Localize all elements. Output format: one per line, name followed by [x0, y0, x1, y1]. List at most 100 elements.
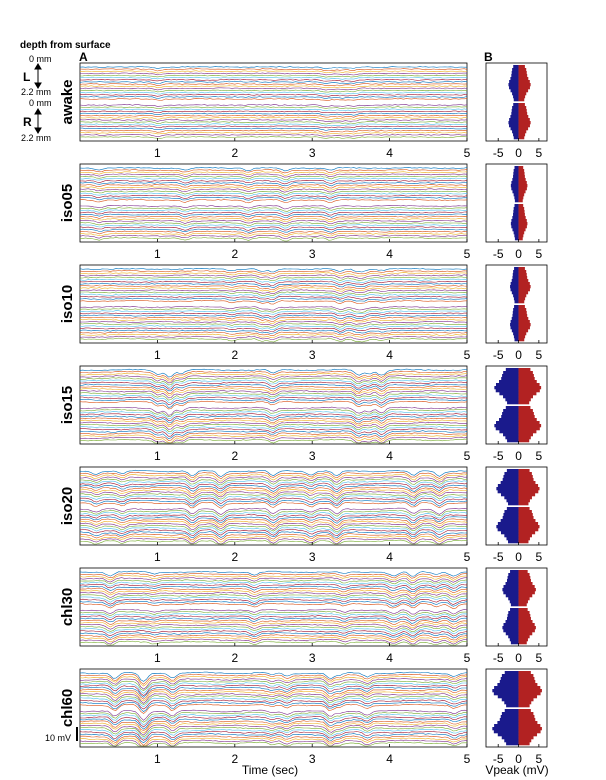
vpeak-bar-left: [506, 537, 519, 541]
vpeak-tick-label: 5: [536, 449, 543, 463]
vpeak-bar-right: [518, 730, 541, 734]
x-tick-label: 3: [309, 247, 316, 261]
vpeak-bar-left: [501, 698, 519, 702]
vpeak-bar-right: [518, 83, 531, 87]
vpeak-bar-right: [518, 216, 526, 220]
depth-arrow-left: [34, 63, 42, 89]
trace-line: [79, 489, 468, 497]
vpeak-axes: [485, 163, 548, 243]
trace-line: [79, 634, 468, 641]
x-tick-label: 1: [154, 651, 161, 665]
trace-line: [79, 675, 468, 687]
trace-line: [79, 511, 468, 520]
vpeak-bar-right: [518, 276, 528, 280]
vpeak-bar-left: [495, 421, 519, 425]
vpeak-bar-left: [499, 718, 519, 722]
vpeak-bar-right: [518, 338, 525, 342]
trace-line: [79, 276, 468, 282]
trace-line: [79, 610, 468, 617]
vpeak-bar-right: [518, 478, 534, 482]
trace-line: [80, 678, 468, 690]
x-tick-label: 4: [386, 146, 393, 160]
vpeak-bar-right: [518, 493, 536, 497]
vpeak-bar-left: [514, 199, 519, 203]
trace-line: [80, 337, 468, 343]
trace-line: [79, 688, 468, 700]
vpeak-bar-left: [510, 641, 519, 645]
vpeak-bar-left: [494, 386, 519, 390]
vpeak-bar-left: [511, 181, 519, 185]
vpeak-tick-label: 0: [515, 146, 522, 160]
vpeak-bar-right: [518, 377, 535, 381]
vpeak-bar-right: [518, 701, 532, 705]
trace-line: [79, 270, 468, 275]
trace-line: [79, 690, 468, 702]
x-tick-label: 3: [309, 550, 316, 564]
condition-label: iso05: [59, 184, 76, 222]
trace-line: [80, 520, 468, 529]
vpeak-bar-right: [518, 588, 536, 592]
trace-line: [80, 114, 468, 118]
vpeak-tick-label: -5: [493, 651, 504, 665]
vpeak-bar-left: [511, 71, 519, 75]
vpeak-bar-right: [518, 427, 540, 431]
x-tick-label: 2: [231, 348, 238, 362]
trace-line: [79, 68, 468, 72]
vpeak-bar-left: [513, 270, 519, 274]
vpeak-bar-right: [518, 528, 539, 532]
vpeak-tick-label: 5: [536, 247, 543, 261]
vpeak-bar-right: [518, 686, 541, 690]
vpeak-bar-right: [518, 74, 528, 78]
vpeak-bar-left: [503, 591, 519, 595]
vpeak-bar-left: [513, 332, 519, 336]
vpeak-bar-right: [518, 594, 533, 598]
trace-line: [80, 70, 468, 74]
vpeak-axes: [485, 567, 548, 647]
vpeak-bar-left: [496, 487, 519, 491]
vpeak-bar-left: [499, 430, 519, 434]
vpeak-bar-right: [518, 475, 533, 479]
vpeak-bar-right: [518, 724, 541, 728]
time-axis-title: Time (sec): [242, 763, 298, 777]
vpeak-bar-left: [511, 109, 519, 113]
vpeak-bar-left: [506, 617, 519, 621]
vpeak-bar-right: [518, 106, 527, 110]
trace-line: [79, 598, 468, 606]
vpeak-bar-left: [497, 490, 519, 494]
x-tick-label: 5: [464, 247, 471, 261]
vpeak-bar-left: [499, 392, 519, 396]
vpeak-bar-left: [514, 305, 519, 309]
vpeak-bar-left: [500, 481, 519, 485]
vpeak-bar-right: [518, 597, 530, 601]
vpeak-bar-left: [510, 127, 519, 131]
vpeak-bar-right: [518, 671, 531, 675]
vpeak-bar-left: [510, 77, 519, 81]
vpeak-axes: [485, 365, 548, 445]
x-tick-label: 3: [309, 348, 316, 362]
vpeak-bar-right: [518, 600, 528, 604]
vpeak-bar-right: [518, 623, 535, 627]
vpeak-bar-left: [510, 320, 519, 324]
vpeak-bar-right: [518, 576, 531, 580]
trace-line: [79, 131, 468, 135]
vpeak-bar-right: [518, 285, 531, 289]
x-tick-label: 3: [309, 752, 316, 766]
trace-line: [79, 507, 468, 515]
vpeak-bar-left: [511, 225, 519, 229]
trace-line: [80, 438, 467, 444]
vpeak-bar-left: [514, 196, 519, 200]
depth-bottom-l: 2.2 mm: [21, 87, 51, 97]
vpeak-bar-right: [518, 86, 530, 90]
vpeak-bar-left: [504, 510, 519, 514]
vpeak-bar-right: [518, 207, 525, 211]
vpeak-bar-left: [512, 228, 519, 232]
vpeak-tick-label: 0: [515, 550, 522, 564]
vpeak-bar-left: [510, 285, 519, 289]
trace-line: [79, 478, 468, 486]
trace-line: [79, 709, 468, 721]
vpeak-bar-left: [509, 118, 519, 122]
vpeak-bar-left: [502, 626, 519, 630]
vpeak-bar-left: [497, 522, 519, 526]
vpeak-bar-right: [518, 112, 528, 116]
trace-line: [80, 480, 468, 488]
